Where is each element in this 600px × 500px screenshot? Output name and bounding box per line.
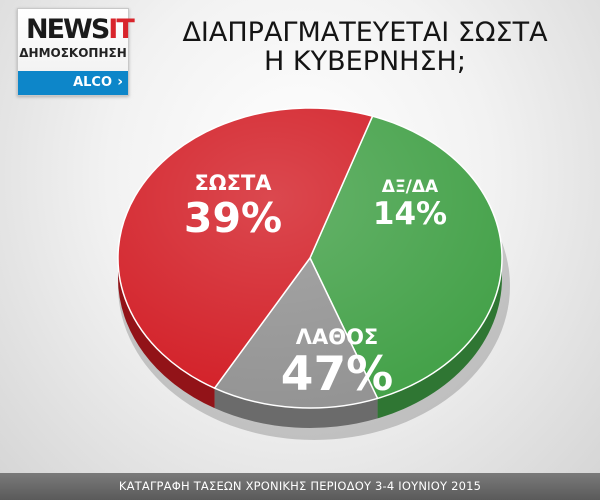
slice-label-0: ΣΩΣΤΑ — [194, 171, 272, 195]
newsit-logo: NEWSIT ΔΗΜΟΣΚΟΠΗΣΗ ALCO › — [17, 8, 135, 96]
slice-value-0: 39% — [184, 194, 282, 242]
chart-title: ΔΙΑΠΡΑΓΜΑΤΕΥΕΤΑΙ ΣΩΣΤΑ Η ΚΥΒΕΡΝΗΣΗ; — [145, 18, 585, 76]
logo-wordmark: NEWSIT — [26, 14, 135, 45]
logo-brand-accent: IT — [108, 14, 135, 45]
title-line-2: Η ΚΥΒΕΡΝΗΣΗ; — [264, 46, 466, 77]
title-line-1: ΔΙΑΠΡΑΓΜΑΤΕΥΕΤΑΙ ΣΩΣΤΑ — [182, 17, 548, 48]
logo-subtitle: ΔΗΜΟΣΚΟΠΗΣΗ — [19, 46, 127, 60]
chevron-right-icon: › — [117, 74, 123, 90]
slice-label-2: ΛΑΘΟΣ — [296, 325, 379, 349]
slice-label-1: ΔΞ/ΔΑ — [382, 177, 439, 197]
logo-pollster-bar: ALCO › — [18, 71, 128, 95]
logo-brand-main: NEWS — [26, 14, 110, 45]
pollster-name: ALCO — [73, 75, 112, 90]
footer-caption: ΚΑΤΑΓΡΑΦΗ ΤΑΣΕΩΝ ΧΡΟΝΙΚΗΣ ΠΕΡΙΟΔΟΥ 3-4 Ι… — [0, 473, 600, 500]
slice-value-1: 14% — [373, 196, 447, 232]
slice-value-2: 47% — [281, 347, 394, 402]
